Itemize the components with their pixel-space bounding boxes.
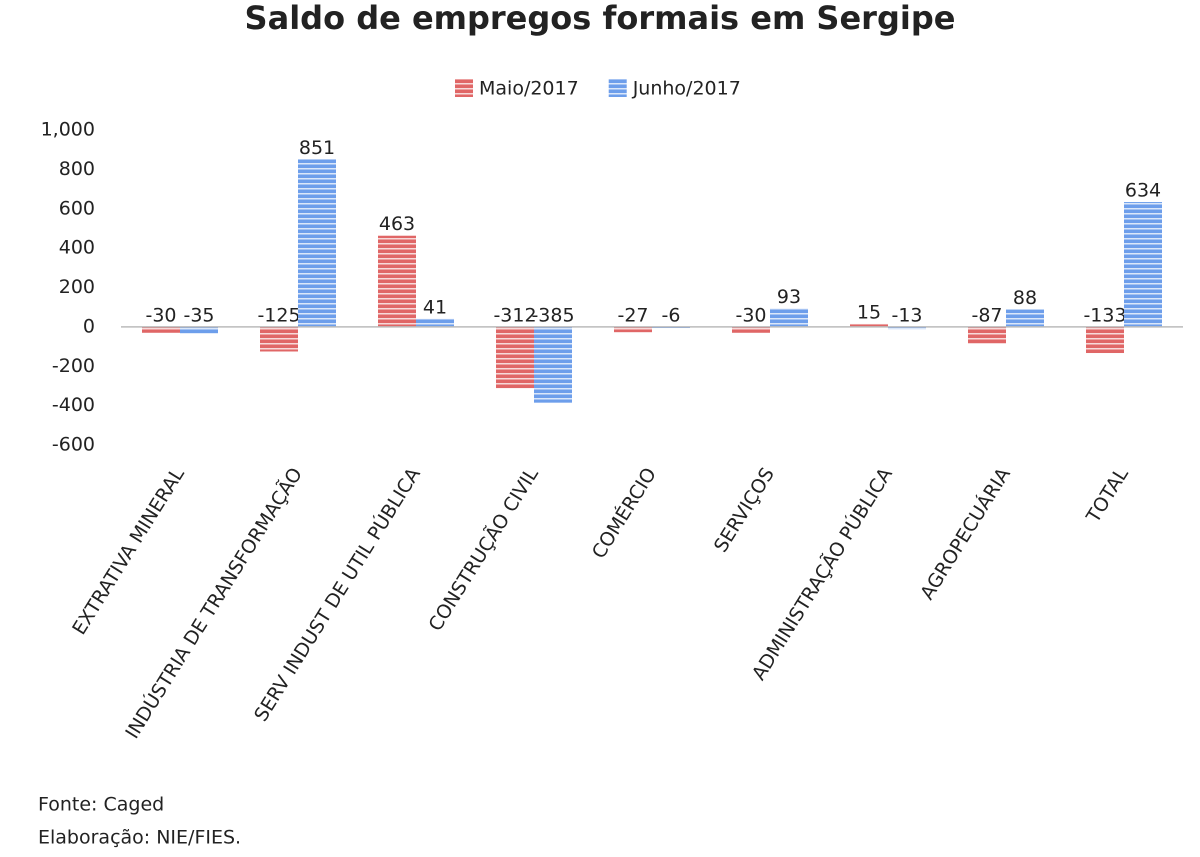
data-label: -385 — [531, 304, 574, 326]
y-tick-label: 1,000 — [41, 119, 95, 141]
data-label: 41 — [423, 296, 447, 318]
bar — [378, 235, 416, 327]
bar — [534, 326, 572, 403]
x-tick-label: CONSTRUÇÃO CIVIL — [424, 463, 543, 635]
bar — [614, 326, 652, 333]
y-tick-label: -200 — [52, 355, 95, 377]
y-tick-label: 400 — [59, 237, 95, 259]
y-tick-label: 800 — [59, 158, 95, 180]
bar — [732, 326, 770, 333]
data-label: 15 — [857, 301, 881, 323]
data-label: -6 — [662, 304, 681, 326]
bar — [770, 308, 808, 327]
legend-label: Maio/2017 — [479, 78, 579, 100]
data-label: 88 — [1013, 287, 1037, 309]
data-label: 851 — [299, 137, 335, 159]
y-tick-label: 600 — [59, 197, 95, 219]
bar — [260, 326, 298, 352]
y-tick-label: -400 — [52, 394, 95, 416]
y-tick-label: 0 — [83, 315, 95, 337]
data-label: -30 — [735, 304, 766, 326]
x-tick-label: AGROPECUÁRIA — [915, 463, 1015, 603]
bar — [888, 326, 926, 330]
data-label: 634 — [1125, 180, 1161, 202]
x-tick-label: COMÉRCIO — [587, 463, 661, 562]
data-label: -125 — [257, 304, 300, 326]
bar — [298, 159, 336, 327]
data-label: 463 — [379, 213, 415, 235]
bar — [968, 326, 1006, 345]
bar — [850, 323, 888, 327]
data-label: -13 — [891, 304, 922, 326]
bar — [1086, 326, 1124, 354]
data-label: -35 — [183, 304, 214, 326]
source-note: Fonte: Caged — [38, 794, 164, 816]
bar — [496, 326, 534, 389]
bar — [142, 326, 180, 333]
legend-swatch — [608, 79, 627, 97]
credit-note: Elaboração: NIE/FIES. — [38, 827, 241, 849]
data-label: -87 — [971, 304, 1002, 326]
data-label: -133 — [1083, 304, 1126, 326]
x-tick-label: EXTRATIVA MINERAL — [68, 464, 189, 639]
y-tick-label: -600 — [52, 434, 95, 456]
x-tick-label: TOTAL — [1082, 464, 1133, 528]
data-label: -27 — [617, 304, 648, 326]
legend-swatch — [455, 79, 473, 97]
x-tick-label: SERVIÇOS — [710, 464, 779, 556]
data-label: 93 — [777, 286, 801, 308]
data-label: -312 — [493, 304, 536, 326]
data-label: -30 — [145, 304, 176, 326]
x-tick-label: ADMINISTRAÇÃO PÚBLICA — [746, 463, 897, 684]
bar — [1124, 202, 1162, 327]
bar — [180, 326, 218, 334]
bar — [416, 318, 454, 327]
chart-title: Saldo de empregos formais em Sergipe — [245, 0, 956, 37]
bar — [1006, 309, 1044, 327]
legend-label: Junho/2017 — [632, 78, 741, 100]
y-tick-label: 200 — [59, 276, 95, 298]
